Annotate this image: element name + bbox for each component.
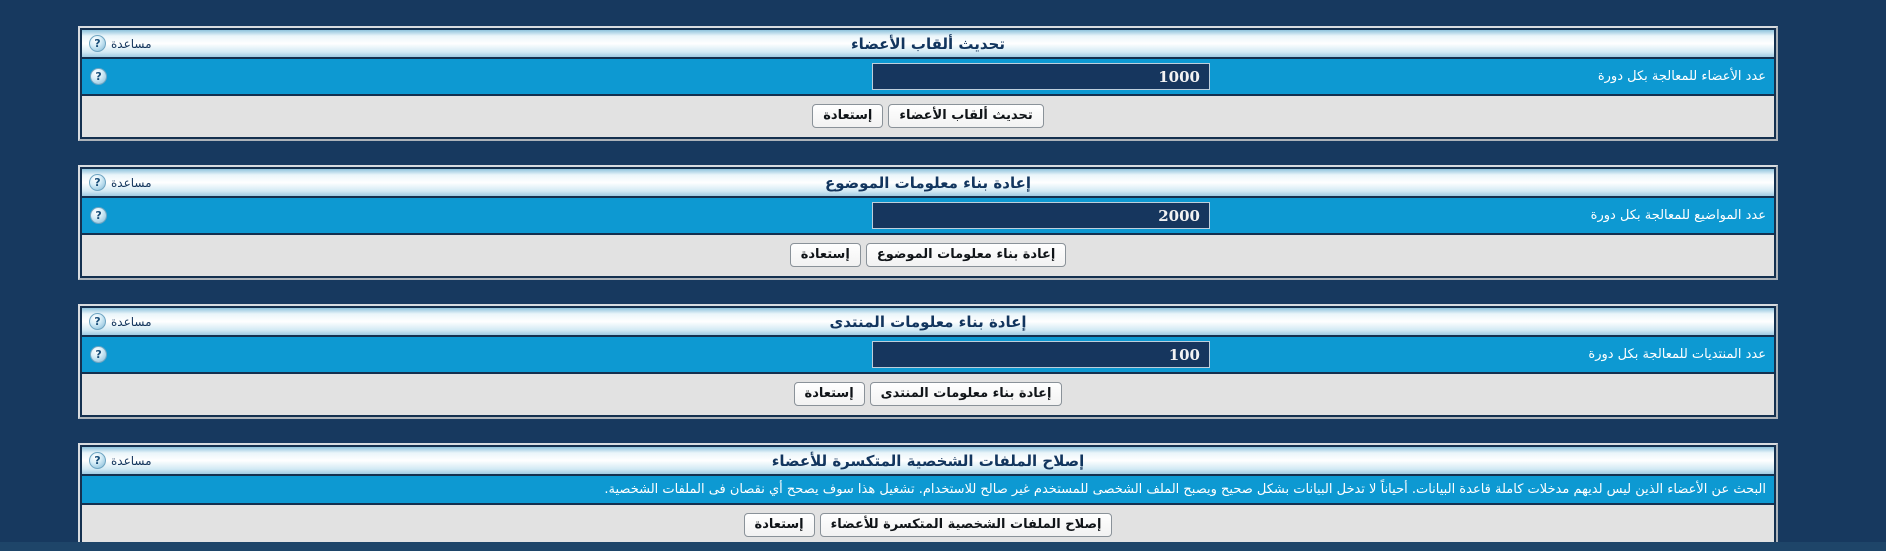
restore-button[interactable]: إستعادة: [789, 243, 861, 267]
help-question-icon: ?: [89, 313, 106, 330]
panel-update-user-titles: تحديث ألقاب الأعضاء ? مساعدة عدد الأعضاء…: [78, 26, 1778, 141]
members-per-cycle-input[interactable]: [872, 63, 1210, 90]
rebuild-forum-info-button[interactable]: إعادة بناء معلومات المنتدى: [869, 382, 1063, 406]
field-row: عدد المواضيع للمعالجة بكل دورة ?: [82, 198, 1774, 233]
field-label: عدد المنتديات للمعالجة بكل دورة: [1588, 347, 1766, 362]
panel-title: إصلاح الملفات الشخصية المتكسرة للأعضاء: [771, 451, 1085, 470]
restore-button[interactable]: إستعادة: [743, 513, 815, 537]
threads-per-cycle-input[interactable]: [872, 202, 1210, 229]
panel-fix-broken-profiles: إصلاح الملفات الشخصية المتكسرة للأعضاء ?…: [78, 443, 1778, 550]
help-label: مساعدة: [111, 453, 152, 468]
panel-footer: إعادة بناء معلومات المنتدى إستعادة: [82, 374, 1774, 415]
help-question-icon: ?: [89, 452, 106, 469]
help-label: مساعدة: [111, 314, 152, 329]
help-question-icon: ?: [89, 174, 106, 191]
panel-header: تحديث ألقاب الأعضاء ? مساعدة: [82, 30, 1774, 57]
field-row: عدد الأعضاء للمعالجة بكل دورة ?: [82, 59, 1774, 94]
page-bottom-strip: [0, 542, 1886, 551]
field-row: عدد المنتديات للمعالجة بكل دورة ?: [82, 337, 1774, 372]
help-link[interactable]: ? مساعدة: [89, 30, 152, 57]
panel-title: إعادة بناء معلومات الموضوع: [825, 173, 1031, 192]
row-question-icon[interactable]: ?: [90, 207, 107, 224]
panel-description: البحث عن الأعضاء الذين ليس لديهم مدخلات …: [82, 476, 1774, 503]
help-question-icon: ?: [89, 35, 106, 52]
help-link[interactable]: ? مساعدة: [89, 447, 152, 474]
field-label: عدد الأعضاء للمعالجة بكل دورة: [1597, 69, 1766, 84]
help-link[interactable]: ? مساعدة: [89, 169, 152, 196]
help-link[interactable]: ? مساعدة: [89, 308, 152, 335]
panel-title: تحديث ألقاب الأعضاء: [851, 34, 1005, 53]
panel-title: إعادة بناء معلومات المنتدى: [829, 312, 1027, 331]
panel-footer: تحديث ألقاب الأعضاء إستعادة: [82, 96, 1774, 137]
panel-footer: إصلاح الملفات الشخصية المتكسرة للأعضاء إ…: [82, 505, 1774, 546]
panel-rebuild-thread-info: إعادة بناء معلومات الموضوع ? مساعدة عدد …: [78, 165, 1778, 280]
row-question-icon[interactable]: ?: [90, 68, 107, 85]
maintenance-panels: تحديث ألقاب الأعضاء ? مساعدة عدد الأعضاء…: [78, 26, 1778, 550]
field-label: عدد المواضيع للمعالجة بكل دورة: [1590, 208, 1766, 223]
update-user-titles-button[interactable]: تحديث ألقاب الأعضاء: [888, 104, 1044, 128]
forums-per-cycle-input[interactable]: [872, 341, 1210, 368]
help-label: مساعدة: [111, 36, 152, 51]
panel-header: إعادة بناء معلومات المنتدى ? مساعدة: [82, 308, 1774, 335]
panel-rebuild-forum-info: إعادة بناء معلومات المنتدى ? مساعدة عدد …: [78, 304, 1778, 419]
fix-broken-profiles-button[interactable]: إصلاح الملفات الشخصية المتكسرة للأعضاء: [819, 513, 1113, 537]
rebuild-thread-info-button[interactable]: إعادة بناء معلومات الموضوع: [865, 243, 1067, 267]
row-question-icon[interactable]: ?: [90, 346, 107, 363]
restore-button[interactable]: إستعادة: [812, 104, 884, 128]
panel-header: إعادة بناء معلومات الموضوع ? مساعدة: [82, 169, 1774, 196]
panel-footer: إعادة بناء معلومات الموضوع إستعادة: [82, 235, 1774, 276]
restore-button[interactable]: إستعادة: [793, 382, 865, 406]
panel-header: إصلاح الملفات الشخصية المتكسرة للأعضاء ?…: [82, 447, 1774, 474]
help-label: مساعدة: [111, 175, 152, 190]
